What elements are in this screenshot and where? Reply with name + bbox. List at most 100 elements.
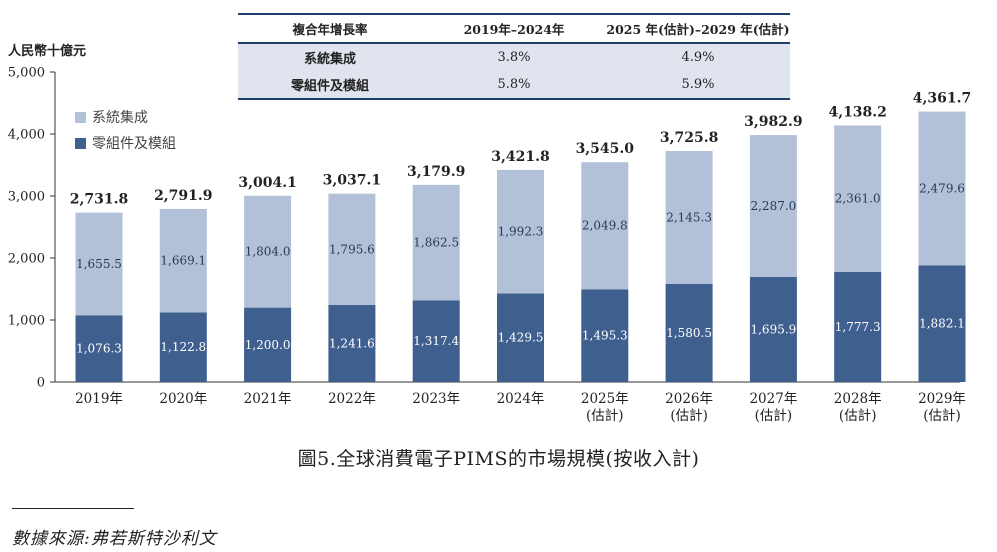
legend-label: 零組件及模組: [92, 136, 176, 152]
data-label-system-integration: 1,992.3: [498, 225, 544, 239]
data-label-system-integration: 2,361.0: [835, 192, 881, 206]
data-label-components-modules: 1,241.6: [329, 337, 375, 351]
x-tick-sublabel: (估計): [923, 408, 961, 424]
x-tick-label: 2020年: [159, 391, 207, 407]
data-label-total: 2,731.8: [70, 192, 128, 208]
data-label-total: 3,004.1: [238, 175, 296, 191]
x-tick-sublabel: (估計): [586, 408, 624, 424]
bar-components-modules: [75, 315, 123, 382]
bar-components-modules: [749, 276, 797, 382]
bar-components-modules: [834, 271, 882, 382]
data-label-system-integration: 1,804.0: [245, 245, 291, 259]
data-label-components-modules: 1,122.8: [160, 340, 206, 354]
cagr-value: 3.8%: [422, 43, 606, 71]
bar-components-modules: [665, 284, 713, 382]
bar-system-integration: [581, 162, 629, 290]
cagr-table: 複合年增長率 2019年–2024年 2025 年(估計)–2029 年(估計)…: [238, 13, 790, 100]
x-tick-label: 2026年: [665, 391, 713, 407]
legend-swatch: [75, 112, 86, 123]
data-label-system-integration: 1,862.5: [413, 236, 459, 250]
x-axis-labels: 2019年 2020年 2021年 2022年 2023年 2024年 2025年(估計)2…: [75, 391, 966, 424]
cagr-value: 4.9%: [606, 43, 790, 71]
y-tick-label: 5,000: [8, 66, 45, 81]
cagr-value: 5.9%: [606, 71, 790, 100]
y-tick-label: 3,000: [8, 190, 45, 205]
data-label-components-modules: 1,317.4: [413, 334, 459, 348]
data-label-system-integration: 1,669.1: [160, 254, 206, 268]
bar-components-modules: [159, 312, 207, 382]
bar-system-integration: [834, 125, 882, 272]
bars-layer: 1,076.3 1,655.5 2,731.8 1,122.8 1,669.1 2,791…: [70, 91, 971, 382]
bar-components-modules: [581, 289, 629, 382]
x-tick-label: 2028年: [834, 391, 882, 407]
data-label-components-modules: 1,076.3: [76, 342, 122, 356]
bar-components-modules: [918, 265, 966, 382]
bar-system-integration: [75, 212, 123, 316]
figure-caption: 圖5.全球消費電子PIMS的市場規模(按收入計): [297, 448, 700, 470]
bar-components-modules: [328, 305, 376, 382]
y-tick-label: 2,000: [8, 252, 45, 267]
data-label-components-modules: 1,495.3: [582, 329, 628, 343]
x-tick-sublabel: (估計): [670, 408, 708, 424]
x-tick-label: 2029年: [918, 391, 966, 407]
x-tick-label: 2023年: [412, 391, 460, 407]
cagr-row-label: 零組件及模組: [238, 71, 422, 100]
bar-system-integration: [749, 135, 797, 277]
data-label-system-integration: 2,287.0: [750, 199, 796, 213]
bar-system-integration: [412, 184, 460, 301]
data-label-total: 3,179.9: [407, 164, 465, 180]
data-label-total: 2,791.9: [154, 188, 212, 204]
cagr-row-components-modules: 零組件及模組 5.8% 5.9%: [238, 71, 790, 100]
bar-components-modules: [244, 307, 292, 382]
cagr-header-period-2: 2025 年(估計)–2029 年(估計): [606, 13, 790, 44]
data-label-components-modules: 1,695.9: [750, 322, 796, 336]
y-tick-label: 1,000: [8, 314, 45, 329]
source-note: 數據來源:弗若斯特沙利文: [12, 529, 217, 549]
cagr-row-system-integration: 系統集成 3.8% 4.9%: [238, 43, 790, 71]
data-label-total: 3,545.0: [576, 141, 635, 157]
legend-swatch: [75, 138, 86, 149]
data-label-system-integration: 2,049.8: [582, 219, 628, 233]
data-label-components-modules: 1,200.0: [245, 338, 291, 352]
x-tick-label: 2022年: [328, 391, 376, 407]
data-label-total: 4,138.2: [828, 104, 886, 120]
data-label-system-integration: 2,479.6: [919, 181, 965, 195]
x-tick-label: 2019年: [75, 391, 123, 407]
x-tick-label: 2025年: [581, 391, 629, 407]
cagr-header-period-1: 2019年–2024年: [422, 13, 606, 44]
y-axis-label: 人民幣十億元: [8, 43, 86, 59]
y-tick-label: 4,000: [8, 128, 45, 143]
cagr-header-row: 複合年增長率 2019年–2024年 2025 年(估計)–2029 年(估計): [238, 13, 790, 44]
cagr-header-label: 複合年增長率: [238, 13, 422, 44]
y-axis: 0 1,000 2,000 3,000 4,000 5,000: [8, 66, 960, 391]
data-label-components-modules: 1,429.5: [498, 331, 544, 345]
legend-label: 系統集成: [92, 109, 148, 126]
data-label-total: 3,982.9: [744, 114, 802, 130]
data-label-components-modules: 1,777.3: [835, 320, 881, 334]
source-divider: [12, 508, 134, 509]
bar-system-integration: [244, 195, 292, 308]
stacked-bar-chart: 人民幣十億元 0 1,000 2,000 3,000 4,000 5,000 1,076.…: [8, 43, 971, 424]
bar-system-integration: [665, 151, 713, 285]
data-label-total: 3,037.1: [323, 173, 381, 189]
bar-system-integration: [328, 193, 376, 306]
data-label-system-integration: 2,145.3: [666, 211, 712, 225]
bar-system-integration: [918, 111, 966, 266]
x-tick-label: 2024年: [497, 391, 545, 407]
y-tick-label: 0: [37, 376, 45, 391]
data-label-system-integration: 1,795.6: [329, 242, 375, 256]
data-label-components-modules: 1,580.5: [666, 326, 712, 340]
x-tick-label: 2027年: [749, 391, 797, 407]
data-label-components-modules: 1,882.1: [919, 317, 965, 331]
data-label-total: 3,725.8: [660, 130, 718, 146]
cagr-value: 5.8%: [422, 71, 606, 100]
x-tick-sublabel: (估計): [755, 408, 793, 424]
bar-system-integration: [497, 169, 544, 294]
data-label-total: 4,361.7: [913, 91, 971, 107]
x-tick-label: 2021年: [244, 391, 292, 407]
bar-components-modules: [497, 293, 544, 382]
data-label-system-integration: 1,655.5: [76, 257, 122, 271]
bar-system-integration: [159, 208, 207, 313]
cagr-row-label: 系統集成: [238, 43, 422, 71]
